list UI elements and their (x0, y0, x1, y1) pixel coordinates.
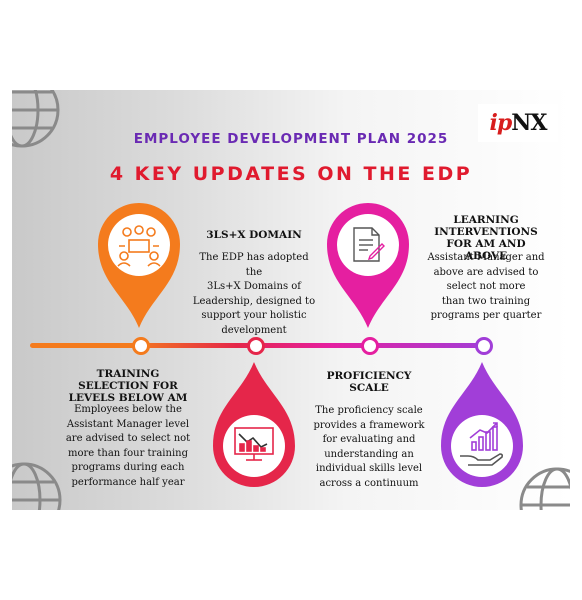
orange-drop (98, 202, 181, 328)
timeline-dot-3 (361, 337, 379, 355)
item-training-body: Employees below the Assistant Manager le… (65, 404, 191, 488)
purple-drop (441, 362, 523, 487)
item-3lsx-heading: 3LS+X DOMAIN (206, 229, 302, 241)
red-drop (213, 362, 295, 487)
item-training-heading: TRAINING SELECTION FOR LEVELS BELOW AM (68, 368, 188, 404)
globe-icon (12, 462, 62, 510)
item-proficiency-heading: PROFICIENCY SCALE (326, 370, 412, 394)
chart-monitor-icon (234, 427, 274, 461)
globe-icon (12, 90, 60, 148)
logo-nx-text: NX (511, 110, 547, 136)
team-meeting-icon (117, 225, 161, 267)
item-proficiency-body: The proficiency scale provides a framewo… (313, 405, 425, 489)
document-edit-icon (353, 227, 385, 262)
item-3lsx-body: The EDP has adopted the 3Ls+X Domains of… (192, 252, 316, 336)
timeline-dot-1 (132, 337, 150, 355)
magenta-drop (327, 203, 409, 328)
company-logo: ip NX (478, 104, 558, 142)
growth-hand-icon (460, 422, 504, 466)
globe-icon (519, 467, 570, 510)
timeline-dot-2 (247, 337, 265, 355)
item-learning-heading: LEARNING INTERVENTIONS FOR AM AND ABOVE (434, 214, 538, 262)
item-learning-body: Assistant Manager and above are advised … (427, 252, 545, 321)
page-subtitle: 4 KEY UPDATES ON THE EDP (109, 163, 473, 185)
page-title: EMPLOYEE DEVELOPMENT PLAN 2025 (133, 131, 449, 147)
logo-ip-text: ip (489, 110, 513, 136)
timeline-dot-4 (475, 337, 493, 355)
